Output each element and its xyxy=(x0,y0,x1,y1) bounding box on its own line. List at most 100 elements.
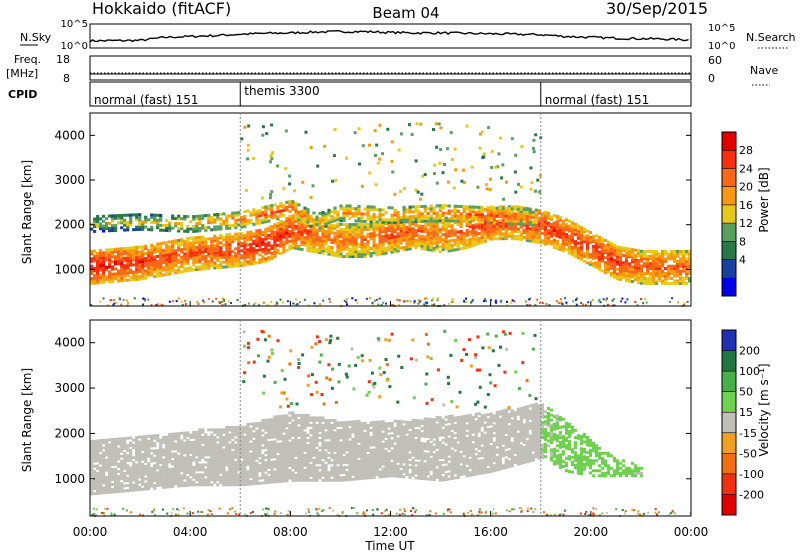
power-echo-cell xyxy=(411,205,415,209)
power-echo-cell xyxy=(612,268,617,272)
power-echo-cell xyxy=(495,224,499,228)
power-echo-cell xyxy=(456,242,460,246)
power-echo-cell xyxy=(336,224,340,228)
velocity-echo-cell xyxy=(171,442,175,446)
velocity-echo-cell xyxy=(237,453,241,457)
power-echo-cell xyxy=(306,229,310,233)
power-echo-cell xyxy=(387,238,391,242)
power-echo-cell xyxy=(243,238,247,242)
power-echo-cell xyxy=(291,231,295,235)
velocity-echo-cell xyxy=(201,435,205,439)
power-echo-cell xyxy=(525,226,529,230)
power-echo-cell xyxy=(333,251,337,255)
power-echo-cell xyxy=(354,212,358,216)
velocity-echo-cell xyxy=(138,485,142,489)
power-echo-cell xyxy=(165,268,169,271)
power-echo-cell xyxy=(342,237,346,241)
velocity-echo-cell xyxy=(294,476,298,480)
power-echo-cell xyxy=(141,269,145,273)
power-echo-cell xyxy=(117,214,121,218)
power-echo-cell xyxy=(115,301,118,304)
power-echo-cell xyxy=(309,244,313,248)
power-echo-cell xyxy=(495,232,499,236)
power-echo-cell xyxy=(369,251,373,255)
power-echo-cell xyxy=(576,254,580,257)
power-echo-cell xyxy=(348,237,352,241)
power-echo-cell xyxy=(594,266,598,270)
power-echo-cell xyxy=(105,275,109,279)
power-echo-cell xyxy=(264,212,268,216)
velocity-echo-cell xyxy=(150,477,154,480)
power-echo-cell xyxy=(645,301,648,304)
power-echo-cell xyxy=(330,231,334,235)
power-echo-cell xyxy=(438,228,442,232)
velocity-echo-cell xyxy=(96,439,100,443)
power-echo-cell xyxy=(639,257,644,261)
power-echo-cell xyxy=(510,214,514,218)
power-echo-cell xyxy=(582,259,586,263)
power-echo-cell xyxy=(300,209,304,213)
velocity-echo-cell xyxy=(132,466,136,470)
velocity-echo-cell xyxy=(129,456,133,460)
power-echo-cell xyxy=(90,227,94,231)
power-echo-cell xyxy=(561,222,565,226)
power-echo-cell xyxy=(552,228,556,232)
velocity-echo-cell xyxy=(129,478,133,482)
power-echo-cell xyxy=(429,231,433,235)
velocity-echo-cell xyxy=(261,473,265,477)
velocity-echo-cell xyxy=(297,443,301,447)
power-echo-cell xyxy=(606,248,611,251)
velocity-echo-cell xyxy=(279,477,283,481)
velocity-echo-cell xyxy=(252,464,256,468)
power-echo-cell xyxy=(282,240,286,244)
power-echo-cell xyxy=(375,215,379,219)
power-echo-cell xyxy=(528,304,531,307)
velocity-echo-cell xyxy=(294,418,298,422)
power-echo-cell xyxy=(252,213,256,217)
power-echo-cell xyxy=(534,304,537,306)
nsky-right-tick-top: 10^5 xyxy=(708,23,735,34)
velocity-echo-cell xyxy=(300,458,304,462)
velocity-echo-cell xyxy=(159,483,163,487)
power-echo-cell xyxy=(306,213,310,217)
power-echo-cell xyxy=(270,123,274,127)
power-echo-cell xyxy=(534,213,538,217)
power-echo-cell xyxy=(111,280,115,283)
power-echo-cell xyxy=(180,260,184,264)
power-echo-cell xyxy=(540,214,544,218)
power-echo-cell xyxy=(570,221,574,225)
power-echo-cell xyxy=(135,260,139,264)
power-echo-cell xyxy=(339,252,343,256)
power-echo-cell xyxy=(291,221,295,225)
power-echo-cell xyxy=(585,241,589,245)
power-echo-cell xyxy=(216,246,220,250)
power-echo-cell xyxy=(624,249,629,253)
power-echo-cell xyxy=(477,239,481,243)
velocity-echo-cell xyxy=(120,482,124,486)
velocity-echo-cell xyxy=(189,480,193,484)
power-echo-cell xyxy=(243,258,247,262)
velocity-echo-cell xyxy=(294,448,298,452)
power-echo-cell xyxy=(399,246,403,250)
power-echo-cell xyxy=(267,207,271,211)
velocity-echo-cell xyxy=(135,445,139,449)
power-echo-cell xyxy=(438,235,442,239)
power-echo-cell xyxy=(210,228,214,232)
velocity-echo-cell xyxy=(117,447,121,451)
power-echo-cell xyxy=(210,247,214,250)
power-echo-cell xyxy=(435,239,439,243)
power-echo-cell xyxy=(357,209,361,213)
power-echo-cell xyxy=(398,304,401,306)
power-echo-cell xyxy=(108,265,112,269)
power-echo-cell xyxy=(624,271,629,275)
power-echo-cell xyxy=(414,221,418,225)
power-echo-cell xyxy=(564,247,568,251)
velocity-echo-cell xyxy=(273,452,277,456)
velocity-echo-cell xyxy=(306,416,310,420)
power-echo-cell xyxy=(309,219,313,223)
power-echo-cell xyxy=(273,245,277,249)
power-echo-cell xyxy=(397,148,401,152)
velocity-echo-cell xyxy=(249,457,253,461)
velocity-echo-cell xyxy=(126,459,130,463)
velocity-echo-cell xyxy=(306,433,310,437)
